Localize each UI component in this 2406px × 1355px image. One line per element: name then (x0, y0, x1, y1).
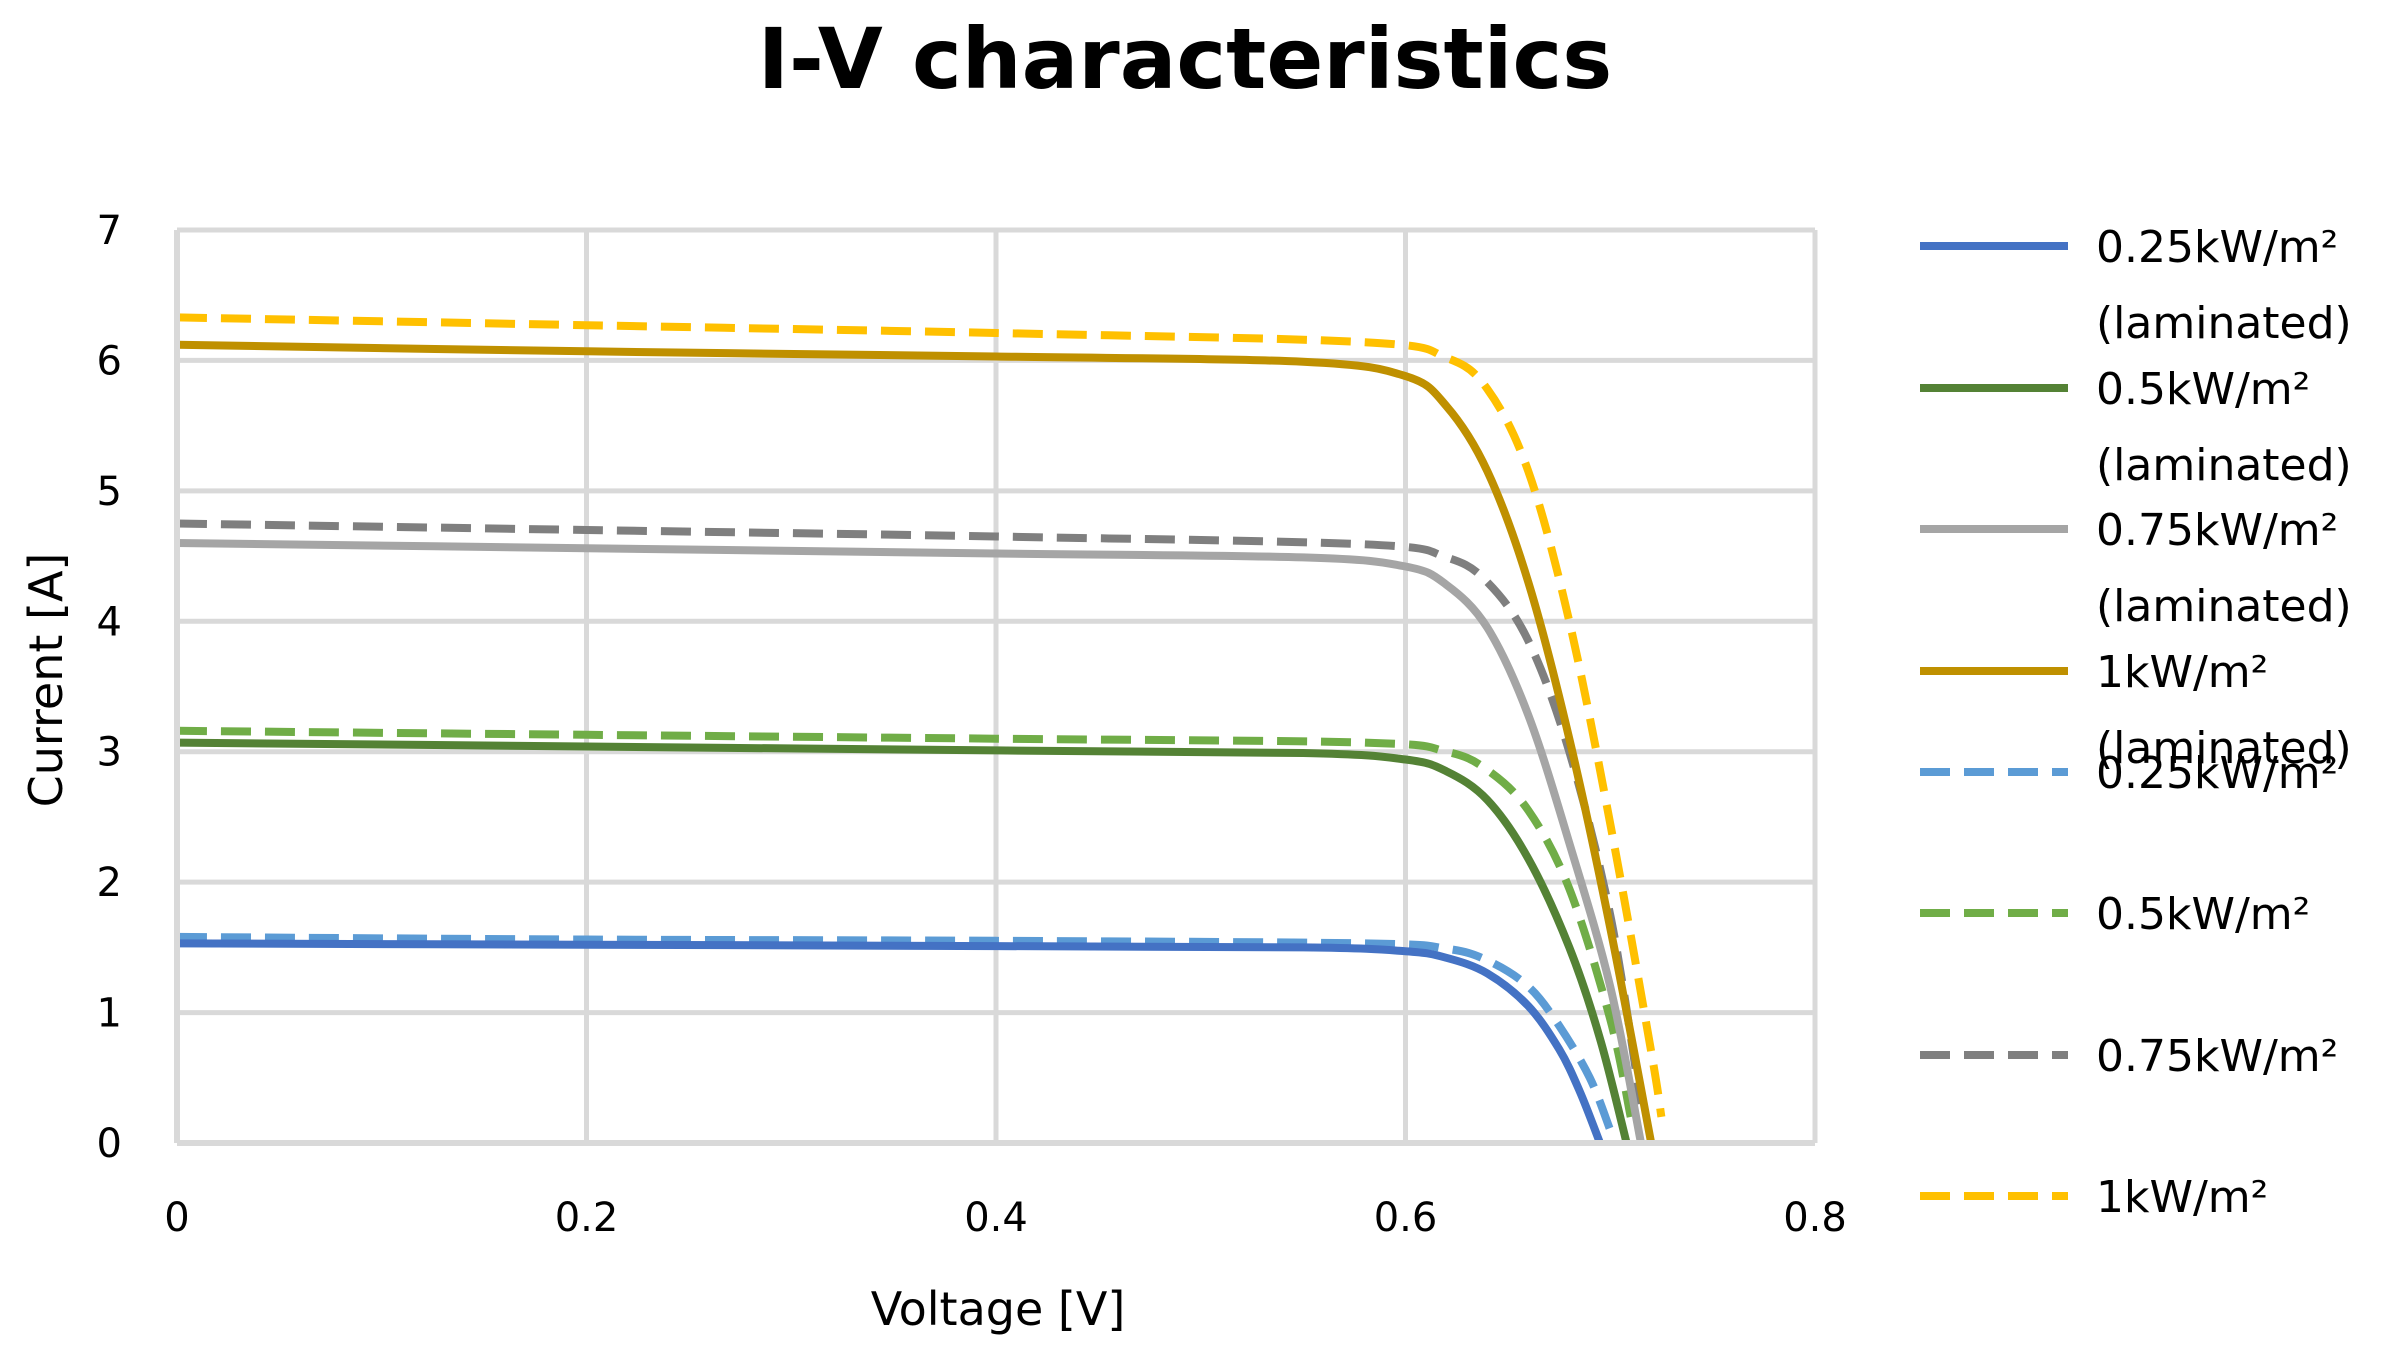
legend-label-5: 0.5kW/m² (2096, 889, 2310, 940)
legend-sublabel-1: (laminated) (2096, 440, 2352, 491)
legend-label-6: 0.75kW/m² (2096, 1031, 2338, 1082)
series-line-5 (176, 726, 1635, 1118)
legend-label-7: 1kW/m² (2096, 1172, 2268, 1223)
legend-sublabel-0: (laminated) (2096, 298, 2352, 349)
series-line-1 (176, 738, 1631, 1144)
y-tick-label: 5 (97, 469, 122, 515)
legend-sublabel-3: (laminated) (2096, 723, 2352, 774)
legend-label-0: 0.25kW/m² (2096, 222, 2338, 273)
legend-label-3: 1kW/m² (2096, 647, 2268, 698)
x-tick-label: 0.8 (1783, 1195, 1847, 1241)
legend-label-2: 0.75kW/m² (2096, 505, 2338, 556)
legend: 0.25kW/m²(laminated)0.5kW/m²(laminated)0… (1920, 222, 2352, 1223)
x-tick-label: 0 (164, 1195, 189, 1241)
series-layer (176, 313, 1666, 1145)
y-tick-label: 3 (97, 730, 122, 776)
chart-title: I-V characteristics (758, 10, 1613, 108)
legend-label-4: 0.25kW/m² (2096, 748, 2338, 799)
y-tick-label: 4 (97, 599, 122, 645)
series-line-2 (176, 539, 1645, 1144)
x-tick-label: 0.2 (555, 1195, 619, 1241)
y-tick-label: 6 (97, 338, 122, 384)
x-tick-label: 0.4 (964, 1195, 1028, 1241)
legend-label-1: 0.5kW/m² (2096, 364, 2310, 415)
series-line-7 (176, 313, 1666, 1118)
y-tick-label: 2 (97, 860, 122, 906)
grid (177, 227, 1818, 1143)
x-tick-label: 0.6 (1374, 1195, 1438, 1241)
series-line-3 (176, 340, 1656, 1144)
y-tick-label: 7 (97, 208, 122, 254)
series-line-4 (176, 932, 1614, 1132)
axis-layer: 0 0.2 0.4 0.6 0.8 0 1 2 3 4 5 6 7 (97, 208, 1847, 1241)
y-tick-label: 1 (97, 991, 122, 1037)
legend-sublabel-2: (laminated) (2096, 581, 2352, 632)
series-line-6 (176, 519, 1645, 1105)
y-axis-label: Current [A] (19, 553, 73, 808)
series-line-0 (176, 939, 1604, 1145)
x-axis-label: Voltage [V] (871, 1282, 1126, 1336)
y-tick-label: 0 (97, 1121, 122, 1167)
